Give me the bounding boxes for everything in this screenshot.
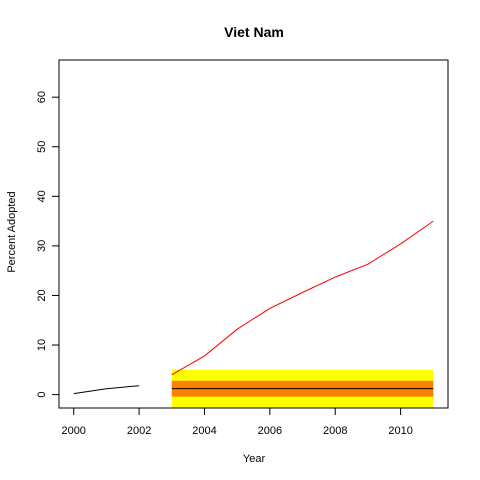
lines-layer <box>73 220 434 395</box>
x-axis-label: Year <box>243 453 266 465</box>
x-tick-label: 2000 <box>61 425 85 437</box>
y-tick-label: 60 <box>36 91 48 103</box>
chart-title: Viet Nam <box>224 24 284 40</box>
plot-frame <box>58 59 449 409</box>
x-axis: 2000 2002 2004 2006 2008 2010 <box>61 407 413 437</box>
x-tick-label: 2008 <box>323 425 347 437</box>
y-tick-label: 50 <box>36 141 48 153</box>
series-line-0 <box>73 385 140 395</box>
x-tick-label: 2004 <box>192 425 216 437</box>
series-line-1 <box>171 220 434 376</box>
x-tick-label: 2002 <box>127 425 151 437</box>
y-tick-label: 20 <box>36 289 48 301</box>
y-tick-label: 10 <box>36 339 48 351</box>
y-axis-label: Percent Adopted <box>6 191 18 272</box>
y-tick-label: 0 <box>36 392 48 398</box>
x-tick-label: 2010 <box>388 425 412 437</box>
y-tick-label: 30 <box>36 240 48 252</box>
y-tick-label: 40 <box>36 190 48 202</box>
x-tick-label: 2006 <box>258 425 282 437</box>
y-axis: 0 10 20 30 40 50 60 <box>36 91 60 398</box>
